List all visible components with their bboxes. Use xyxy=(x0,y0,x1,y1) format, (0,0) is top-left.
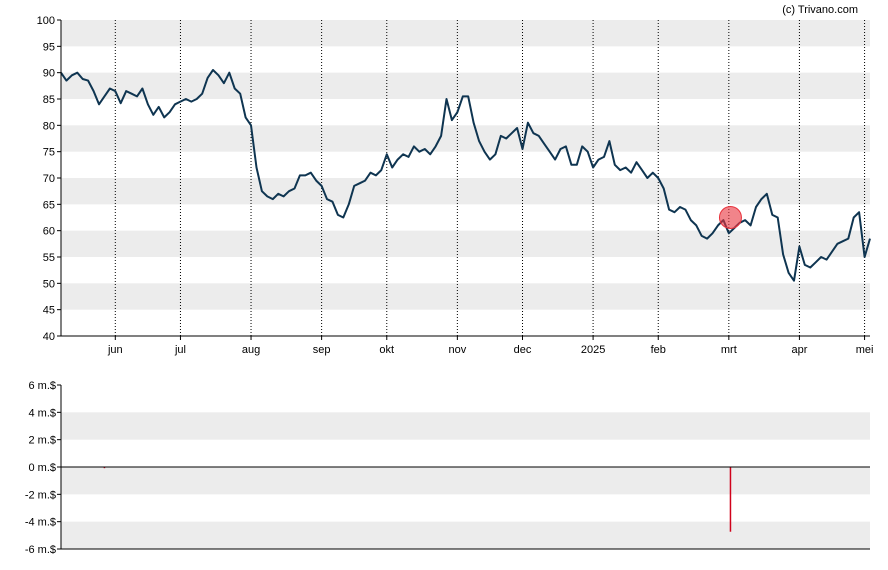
y-tick-label: 45 xyxy=(43,305,55,317)
y-tick-label: 40 xyxy=(43,331,55,343)
x-tick-label: jun xyxy=(107,344,123,356)
x-tick-label: apr xyxy=(791,344,807,356)
top-band xyxy=(61,20,870,46)
y-tick-label: -6 m.$ xyxy=(25,544,56,556)
y-tick-label: 65 xyxy=(43,199,55,211)
bottom-band xyxy=(61,467,870,494)
x-tick-label: mrt xyxy=(721,344,737,356)
y-tick-label: 100 xyxy=(37,15,55,27)
y-tick-label: 55 xyxy=(43,252,55,264)
bottom-band xyxy=(61,412,870,439)
highlight-marker xyxy=(719,207,741,229)
y-tick-label: 95 xyxy=(43,41,55,53)
y-tick-label: 70 xyxy=(43,173,55,185)
y-tick-label: 2 m.$ xyxy=(28,435,56,447)
x-tick-label: aug xyxy=(242,344,260,356)
x-tick-label: okt xyxy=(379,344,394,356)
y-tick-label: 0 m.$ xyxy=(28,462,56,474)
y-tick-label: 6 m.$ xyxy=(28,380,56,392)
bottom-band xyxy=(61,522,870,549)
x-tick-label: nov xyxy=(448,344,466,356)
x-tick-label: mei xyxy=(856,344,874,356)
x-tick-label: sep xyxy=(313,344,331,356)
y-tick-label: 90 xyxy=(43,68,55,80)
y-tick-label: 4 m.$ xyxy=(28,407,56,419)
x-tick-label: feb xyxy=(651,344,666,356)
x-tick-label: dec xyxy=(514,344,532,356)
top-band xyxy=(61,283,870,309)
y-tick-label: 80 xyxy=(43,120,55,132)
top-band xyxy=(61,73,870,99)
y-tick-label: 85 xyxy=(43,94,55,106)
y-tick-label: -4 m.$ xyxy=(25,517,56,529)
y-tick-label: 75 xyxy=(43,147,55,159)
top-band xyxy=(61,231,870,257)
y-tick-label: -2 m.$ xyxy=(25,489,56,501)
top-band xyxy=(61,125,870,151)
y-tick-label: 60 xyxy=(43,226,55,238)
y-tick-label: 50 xyxy=(43,278,55,290)
x-tick-label: jul xyxy=(174,344,186,356)
x-tick-label: 2025 xyxy=(581,344,605,356)
watermark: (c) Trivano.com xyxy=(782,4,858,16)
top-band xyxy=(61,178,870,204)
bottom-chart-bands xyxy=(61,412,870,549)
top-chart-bands xyxy=(61,20,870,310)
